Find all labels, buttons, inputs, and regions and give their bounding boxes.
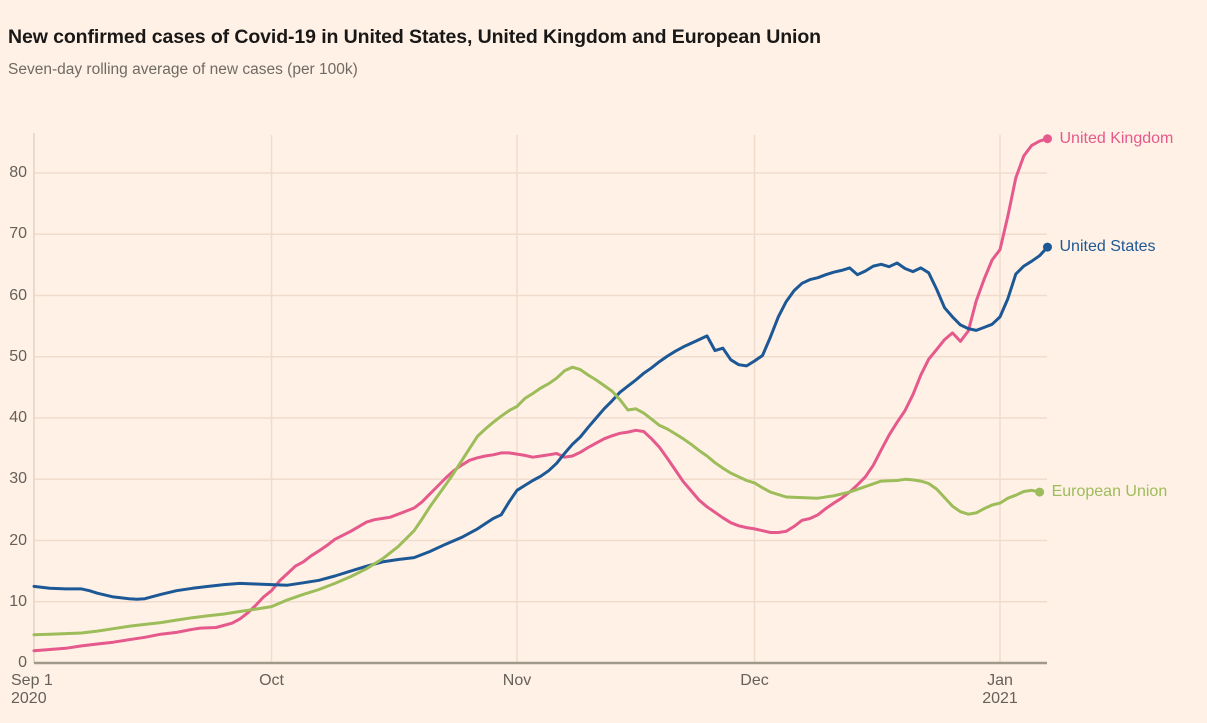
x-tick-label: Nov [502,672,532,689]
y-tick-label: 10 [9,592,27,610]
series-end-dot-2 [1035,487,1045,497]
y-tick-label: 60 [9,286,27,304]
y-tick-label: 40 [9,409,27,426]
y-tick-label: 50 [9,347,27,365]
chart-subtitle: Seven-day rolling average of new cases (… [8,61,358,78]
series-end-label-united-kingdom: United Kingdom [1059,129,1174,147]
series-line-1 [32,245,1049,601]
x-tick-label: Jan [987,672,1013,689]
x-tick-label: Sep 1 [11,672,53,689]
series-end-dot-0 [1043,134,1052,144]
y-tick-label: 80 [9,164,27,181]
y-tick-label: 0 [18,654,27,671]
y-tick-label: 70 [9,225,27,243]
x-tick-sublabel: 2021 [982,690,1018,707]
series-end-label-united-states: United States [1059,238,1156,256]
series-end-dot-1 [1043,242,1052,252]
series-end-label-european-union: European Union [1051,483,1168,501]
y-tick-label: 30 [9,470,27,488]
series-line-2 [32,365,1042,637]
page-title: New confirmed cases of Covid-19 in Unite… [8,26,821,48]
series-line-0 [32,137,1049,653]
x-tick-sublabel: 2020 [11,690,47,707]
y-tick-label: 20 [9,531,27,549]
x-tick-label: Oct [259,672,284,689]
x-tick-label: Dec [740,672,769,689]
